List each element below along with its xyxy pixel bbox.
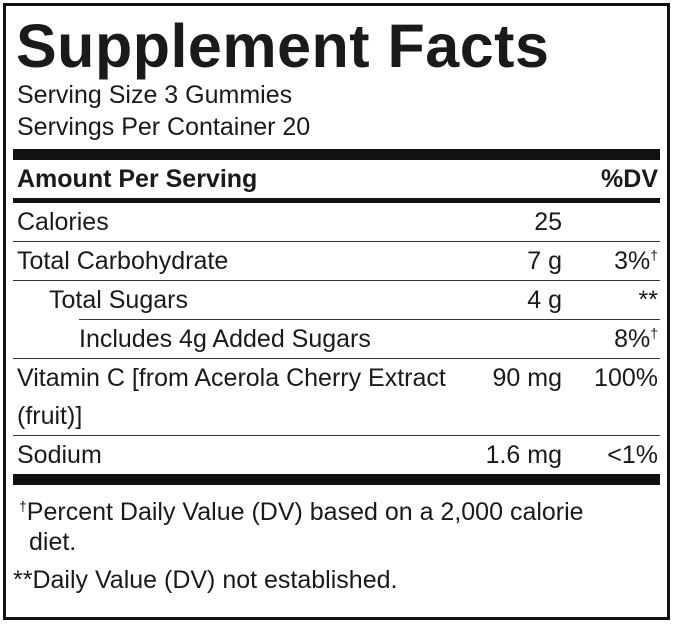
- nutrient-amount: 1.6 mg: [485, 441, 562, 469]
- dv-mark: †: [650, 247, 658, 263]
- nutrient-row: Total Sugars 4 g **: [13, 280, 660, 319]
- nutrient-name: Sodium: [17, 441, 102, 469]
- footnote-text: Percent Daily Value (DV) based on a 2,00…: [26, 498, 584, 556]
- nutrient-amount: 25: [534, 208, 562, 236]
- serving-size: Serving Size 3 Gummies: [17, 81, 293, 109]
- servings-per-container: Servings Per Container 20: [17, 113, 311, 141]
- supplement-facts-label: Supplement Facts Serving Size 3 Gummies …: [3, 3, 670, 620]
- divider-thick: [13, 149, 660, 160]
- footnote: †Percent Daily Value (DV) based on a 2,0…: [13, 497, 629, 557]
- nutrient-dv: [562, 203, 660, 241]
- nutrient-dv: <1%: [562, 436, 660, 474]
- nutrient-dv: 3%†: [562, 242, 660, 280]
- nutrient-dv: **: [562, 281, 660, 319]
- footnote: **Daily Value (DV) not established.: [13, 565, 660, 595]
- nutrient-amount: 4 g: [527, 286, 562, 314]
- dv-value: 3%: [614, 247, 651, 275]
- nutrient-name: Total Sugars: [49, 286, 188, 314]
- nutrient-row: Calories 25: [13, 203, 660, 241]
- nutrient-dv: 8%†: [558, 320, 660, 358]
- title: Supplement Facts: [16, 12, 550, 80]
- nutrient-row: Vitamin C [from Acerola Cherry Extract (…: [13, 358, 660, 435]
- nutrient-row: Total Carbohydrate 7 g 3%†: [13, 241, 660, 280]
- footnote-mark: †: [19, 498, 27, 514]
- nutrient-name: Total Carbohydrate: [17, 247, 229, 275]
- nutrient-row: Includes 4g Added Sugars 8%†: [79, 319, 660, 358]
- nutrient-name: Vitamin C [from Acerola Cherry Extract (…: [17, 364, 446, 430]
- nutrient-amount: [453, 320, 558, 358]
- dv-value: **: [638, 286, 658, 314]
- nutrient-amount: 90 mg: [492, 364, 562, 392]
- header-row: Amount Per Serving %DV: [13, 160, 660, 198]
- nutrient-row: Sodium 1.6 mg <1%: [13, 435, 660, 474]
- nutrient-name: Calories: [17, 208, 109, 236]
- divider-medium: [13, 198, 660, 203]
- nutrient-rows: Calories 25 Total Carbohydrate 7 g 3%† Total …: [13, 203, 660, 474]
- header-dv: %DV: [601, 165, 658, 193]
- dv-value: 8%: [614, 325, 651, 353]
- nutrient-dv: 100%: [562, 359, 660, 435]
- footnotes: †Percent Daily Value (DV) based on a 2,0…: [13, 497, 660, 595]
- nutrient-name: Includes 4g Added Sugars: [79, 325, 371, 353]
- divider-thick: [13, 474, 660, 485]
- dv-mark: †: [650, 325, 658, 341]
- footnote-text: **Daily Value (DV) not established.: [13, 566, 398, 594]
- dv-value: <1%: [607, 441, 658, 469]
- dv-value: 100%: [594, 364, 658, 392]
- header-amount: Amount Per Serving: [17, 165, 258, 193]
- nutrient-amount: 7 g: [527, 247, 562, 275]
